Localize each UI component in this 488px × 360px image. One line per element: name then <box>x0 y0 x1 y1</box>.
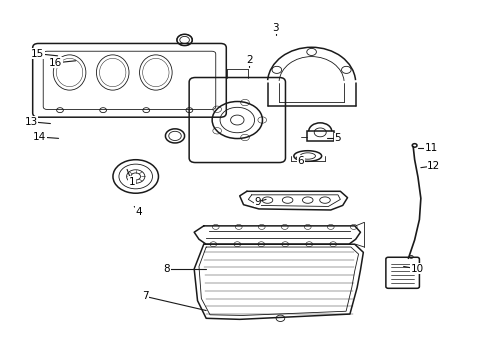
Text: 2: 2 <box>245 55 252 65</box>
Text: 15: 15 <box>31 49 44 59</box>
Text: 12: 12 <box>427 161 440 171</box>
Bar <box>306 131 333 141</box>
Text: 14: 14 <box>33 132 46 142</box>
Text: 9: 9 <box>254 197 260 207</box>
Text: 5: 5 <box>334 133 341 143</box>
Text: 7: 7 <box>142 292 148 301</box>
Text: 3: 3 <box>272 23 278 33</box>
Text: 1: 1 <box>128 177 135 187</box>
Text: 11: 11 <box>424 143 437 153</box>
Text: 8: 8 <box>163 264 170 274</box>
Text: 4: 4 <box>136 207 142 217</box>
Text: 6: 6 <box>297 156 304 166</box>
Text: 13: 13 <box>24 117 38 127</box>
Text: 10: 10 <box>409 264 423 274</box>
Text: 16: 16 <box>49 58 62 68</box>
